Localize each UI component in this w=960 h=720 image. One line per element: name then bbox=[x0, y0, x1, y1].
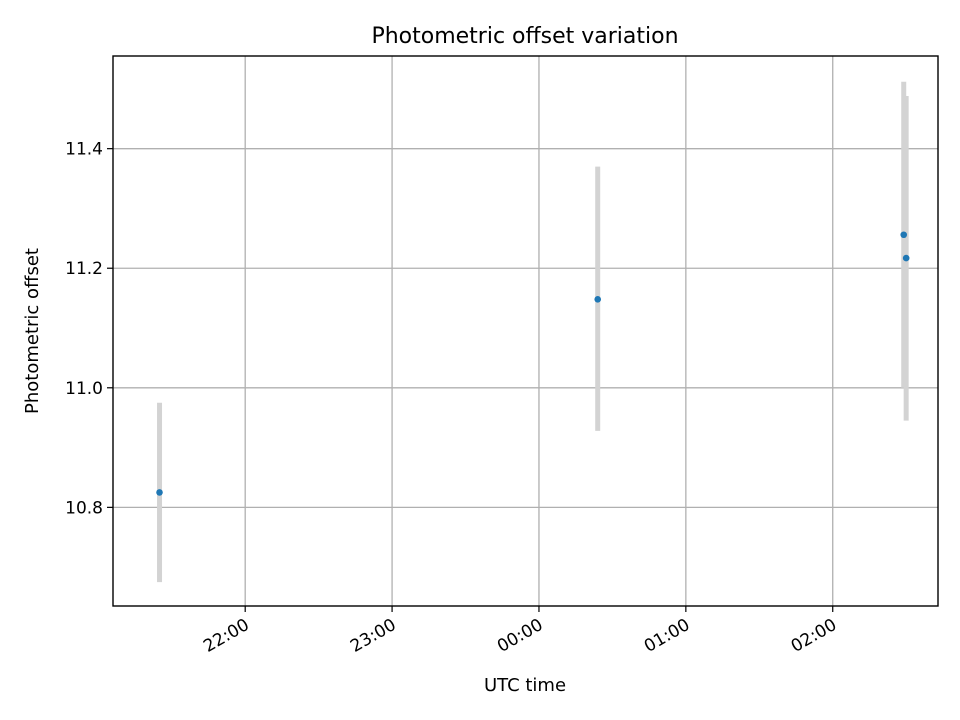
data-points bbox=[156, 231, 910, 496]
data-point bbox=[900, 231, 908, 239]
data-point bbox=[594, 296, 602, 303]
plot-frame bbox=[112, 55, 939, 607]
data-point bbox=[156, 489, 163, 496]
y-axis-ticks: 10.8 11.0 11.2 11.4 bbox=[65, 140, 113, 518]
y-tick-label: 11.0 bbox=[65, 379, 103, 399]
y-axis-label: Photometric offset bbox=[22, 248, 43, 414]
data-point bbox=[902, 254, 910, 262]
chart-title: Photometric offset variation bbox=[371, 24, 678, 49]
y-tick-label: 11.2 bbox=[65, 259, 103, 279]
x-axis-label: UTC time bbox=[484, 675, 566, 696]
y-tick-label: 10.8 bbox=[65, 498, 103, 518]
y-tick-label: 11.4 bbox=[65, 140, 103, 160]
grid bbox=[113, 56, 938, 606]
